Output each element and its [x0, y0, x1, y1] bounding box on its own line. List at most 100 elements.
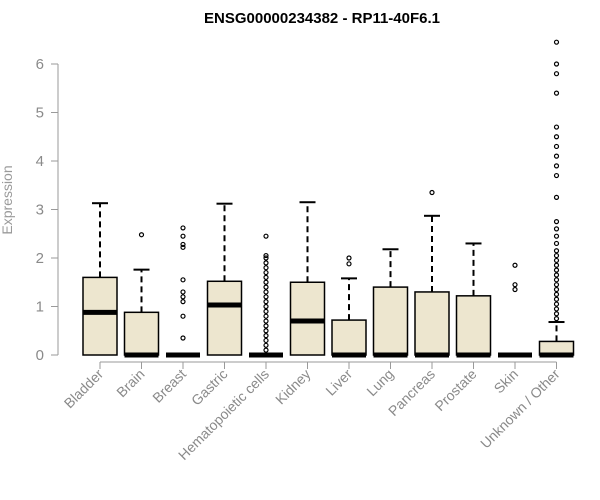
- box: [331, 319, 367, 356]
- outlier-point: [263, 265, 269, 271]
- outlier-point: [263, 333, 269, 339]
- outlier-point: [263, 260, 269, 266]
- outlier-point: [553, 286, 560, 293]
- outlier-point: [263, 328, 269, 334]
- box: [206, 280, 243, 356]
- outlier-point: [553, 124, 560, 130]
- outlier-point: [180, 294, 186, 300]
- outlier-point: [553, 306, 560, 312]
- y-axis: 0 1 2 3 4 5 6: [36, 56, 59, 364]
- outlier-point: [263, 342, 269, 348]
- outlier-point: [180, 313, 186, 319]
- outlier-point: [512, 262, 518, 268]
- outlier-point: [553, 143, 560, 150]
- outlier-point: [263, 308, 269, 314]
- outlier-point: [180, 244, 186, 250]
- box-group: [498, 262, 532, 358]
- y-tick-label: 0: [36, 347, 44, 364]
- box-group: [249, 233, 283, 358]
- box: [455, 295, 492, 356]
- box: [414, 291, 450, 356]
- outlier-point: [553, 262, 560, 268]
- y-tick-label: 5: [36, 105, 44, 122]
- box: [372, 286, 409, 356]
- outlier-point: [553, 39, 560, 45]
- outlier-point: [553, 172, 560, 179]
- outlier-point: [553, 163, 560, 169]
- box: [82, 276, 118, 356]
- box: [123, 311, 160, 356]
- x-tick-label: Lung: [363, 366, 396, 399]
- outlier-point: [346, 255, 352, 261]
- outlier-point: [263, 274, 269, 280]
- x-tick-label: Breast: [149, 366, 189, 406]
- outlier-point: [553, 233, 560, 239]
- y-tick-label: 4: [36, 153, 44, 170]
- outlier-point: [553, 282, 560, 288]
- outlier-point: [263, 299, 269, 305]
- outlier-point: [263, 269, 269, 276]
- outlier-point: [553, 226, 560, 232]
- y-axis-label: Expression: [0, 165, 15, 234]
- box-group: [538, 39, 575, 358]
- outlier-point: [512, 286, 518, 293]
- y-tick-label: 3: [36, 202, 44, 219]
- outlier-point: [553, 71, 560, 77]
- outlier-point: [180, 299, 186, 305]
- outlier-point: [263, 323, 269, 329]
- box-group: [331, 255, 367, 358]
- outlier-point: [553, 291, 560, 297]
- outlier-point: [263, 294, 269, 300]
- box-group: [372, 248, 409, 358]
- x-tick-label: Liver: [322, 366, 355, 399]
- outlier-point: [180, 335, 186, 341]
- outlier-point: [429, 189, 435, 196]
- outlier-point: [180, 225, 186, 231]
- outlier-point: [553, 301, 560, 307]
- x-tick-label: Skin: [491, 366, 522, 397]
- y-tick-label: 2: [36, 250, 44, 267]
- outlier-point: [263, 289, 269, 295]
- outlier-point: [263, 347, 269, 353]
- x-tick-label: Prostate: [431, 366, 479, 414]
- outlier-point: [553, 252, 560, 259]
- outlier-point: [512, 282, 518, 288]
- x-tick-label: Brain: [113, 366, 147, 400]
- box-group: [289, 201, 326, 356]
- outlier-point: [553, 134, 560, 140]
- outlier-point: [263, 313, 269, 319]
- box-group: [206, 202, 243, 356]
- box-group: [414, 189, 450, 358]
- outlier-point: [553, 311, 560, 317]
- outlier-point: [263, 303, 269, 310]
- outlier-point: [553, 248, 560, 254]
- outlier-point: [553, 277, 560, 283]
- box-group: [455, 242, 492, 358]
- outlier-point: [263, 284, 269, 290]
- box-group: [123, 232, 160, 358]
- y-tick-label: 6: [36, 56, 44, 73]
- chart-title: ENSG00000234382 - RP11-40F6.1: [204, 10, 440, 27]
- outlier-point: [553, 257, 560, 264]
- outlier-point: [553, 296, 560, 302]
- x-tick-label: Unknown / Other: [477, 366, 563, 452]
- outlier-point: [263, 318, 269, 324]
- outlier-point: [263, 337, 269, 344]
- boxes: [82, 39, 575, 358]
- outlier-point: [553, 90, 560, 96]
- outlier-point: [553, 240, 560, 247]
- outlier-point: [263, 233, 269, 239]
- x-tick-label: Kidney: [272, 366, 314, 408]
- outlier-point: [553, 194, 560, 200]
- outlier-point: [553, 153, 560, 159]
- outlier-point: [180, 241, 186, 248]
- outlier-point: [263, 252, 269, 259]
- outlier-point: [553, 272, 560, 278]
- box-group: [166, 225, 200, 358]
- outlier-point: [138, 232, 145, 238]
- outlier-point: [180, 277, 186, 283]
- outlier-point: [180, 289, 186, 295]
